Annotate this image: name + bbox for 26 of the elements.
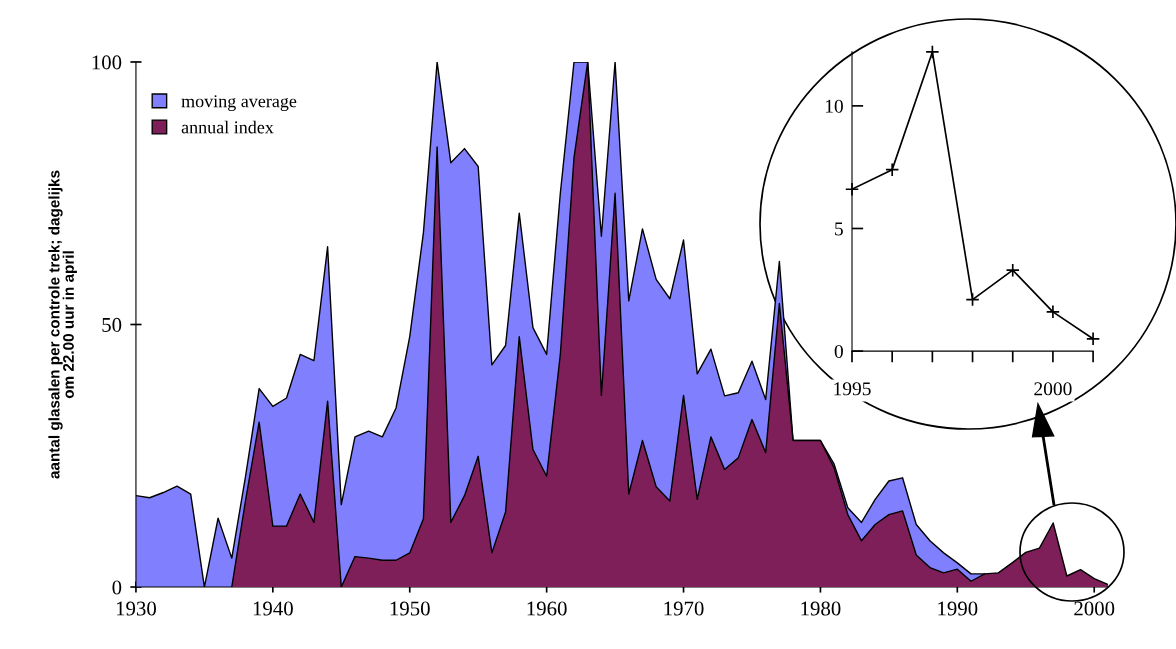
y-tick-label: 0 [112,580,122,595]
x-tick-label: 1940 [253,601,293,616]
point [844,182,860,197]
y-tick-label: 50 [102,317,122,332]
x-tick-label: 1930 [116,601,156,616]
point [885,162,900,177]
x-tick-label: 1960 [527,601,567,616]
x-tick-label: 1970 [664,601,704,616]
point [1005,263,1020,278]
point [1086,331,1101,346]
x-tick-label: 1995 [834,382,871,396]
y-tick-label: 5 [835,222,843,236]
x-tick-label: 2000 [1074,601,1115,616]
y-tick-label: 0 [834,344,843,359]
x-tick-label: 1950 [390,601,430,616]
y-tick-label: 10 [825,99,843,113]
x-tick-label: 1980 [801,601,841,616]
legend-label: moving average [181,95,297,112]
x-tick-label: 1990 [938,601,978,616]
y-tick-label: 100 [92,55,122,70]
point [925,44,940,60]
point [1045,304,1060,319]
x-tick-label: 2000 [1034,382,1072,396]
point [965,292,980,307]
legend-label: annual index [181,120,274,134]
y-axis-title: aantal glasalen per controle trek; dagelijks om 22.00 uur in april [48,170,77,479]
